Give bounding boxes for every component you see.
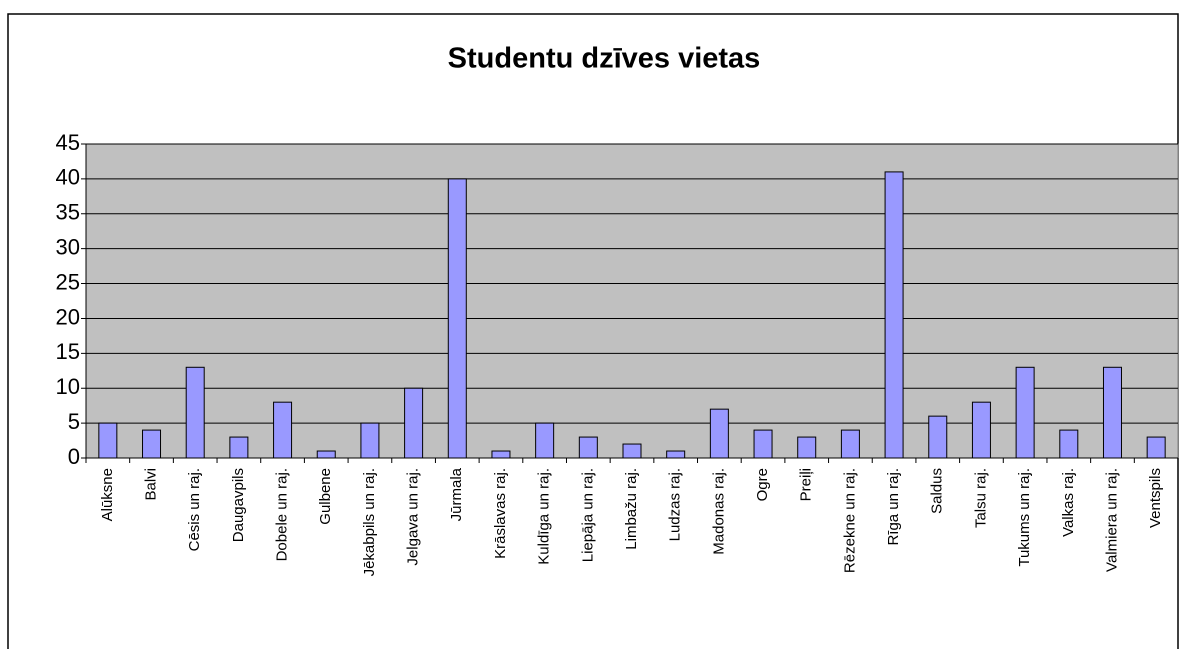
bar (316, 450, 336, 459)
bar (273, 401, 293, 459)
bar (971, 401, 991, 459)
x-tick-label: Liepāja un raj. (579, 468, 596, 562)
x-tick-label: Gulbene (317, 468, 334, 525)
x-tick-label: Talsu raj. (972, 468, 989, 528)
x-tick-label: Saldus (929, 468, 946, 514)
x-tick-label: Jēkabpils un raj. (361, 468, 378, 576)
bar (185, 366, 205, 459)
bar (535, 422, 555, 459)
bar (709, 408, 729, 459)
bar (1015, 366, 1035, 459)
y-tick-label: 45 (56, 130, 80, 155)
bar (884, 171, 904, 459)
bar (797, 436, 817, 459)
x-tick-label: Dobele un raj. (274, 468, 291, 561)
x-tick-label: Cēsis un raj. (186, 468, 203, 551)
x-tick-label: Rīga un raj. (885, 468, 902, 546)
y-tick-label: 40 (56, 165, 80, 190)
y-tick-label: 20 (56, 304, 80, 329)
y-tick-label: 35 (56, 200, 80, 225)
x-tick-label: Jūrmala (448, 467, 465, 521)
bar (753, 429, 773, 459)
bar (1102, 366, 1122, 459)
x-tick-label: Rēzekne un raj. (841, 468, 858, 573)
bar (840, 429, 860, 459)
bar (1059, 429, 1079, 459)
x-tick-label: Alūksne (99, 468, 116, 521)
bar (491, 450, 511, 459)
bar (666, 450, 686, 459)
bar (404, 387, 424, 459)
x-tick-label: Kuldīga un raj. (536, 468, 553, 565)
y-tick-label: 0 (68, 444, 80, 469)
y-tick-label: 15 (56, 339, 80, 364)
bar (360, 422, 380, 459)
x-tick-label: Valmiera un raj. (1103, 468, 1120, 572)
chart-title: Studentu dzīves vietas (448, 43, 761, 75)
bar (142, 429, 162, 459)
x-tick-label: Madonas raj. (710, 468, 727, 555)
bar (928, 415, 948, 459)
x-tick-label: Krāslavas raj. (492, 468, 509, 559)
y-tick-label: 30 (56, 234, 80, 259)
x-tick-label: Ventspils (1147, 468, 1164, 528)
bar (578, 436, 598, 459)
x-tick-label: Valkas raj. (1060, 468, 1077, 537)
x-tick-label: Preiļi (798, 468, 815, 501)
x-tick-label: Limbažu raj. (623, 468, 640, 550)
bar (229, 436, 249, 459)
bar (447, 178, 467, 459)
x-tick-label: Jelgava un raj. (405, 468, 422, 566)
x-tick-label: Daugavpils (230, 468, 247, 542)
bar (98, 422, 118, 459)
x-tick-label: Ludzas raj. (667, 468, 684, 541)
x-tick-label: Ogre (754, 468, 771, 501)
y-tick-label: 10 (56, 374, 80, 399)
bar (1146, 436, 1166, 459)
plot-area (85, 143, 1179, 459)
bar (622, 443, 642, 459)
y-tick-label: 25 (56, 269, 80, 294)
y-tick-label: 5 (68, 409, 80, 434)
x-tick-label: Balvi (142, 468, 159, 501)
x-tick-label: Tukums un raj. (1016, 468, 1033, 567)
